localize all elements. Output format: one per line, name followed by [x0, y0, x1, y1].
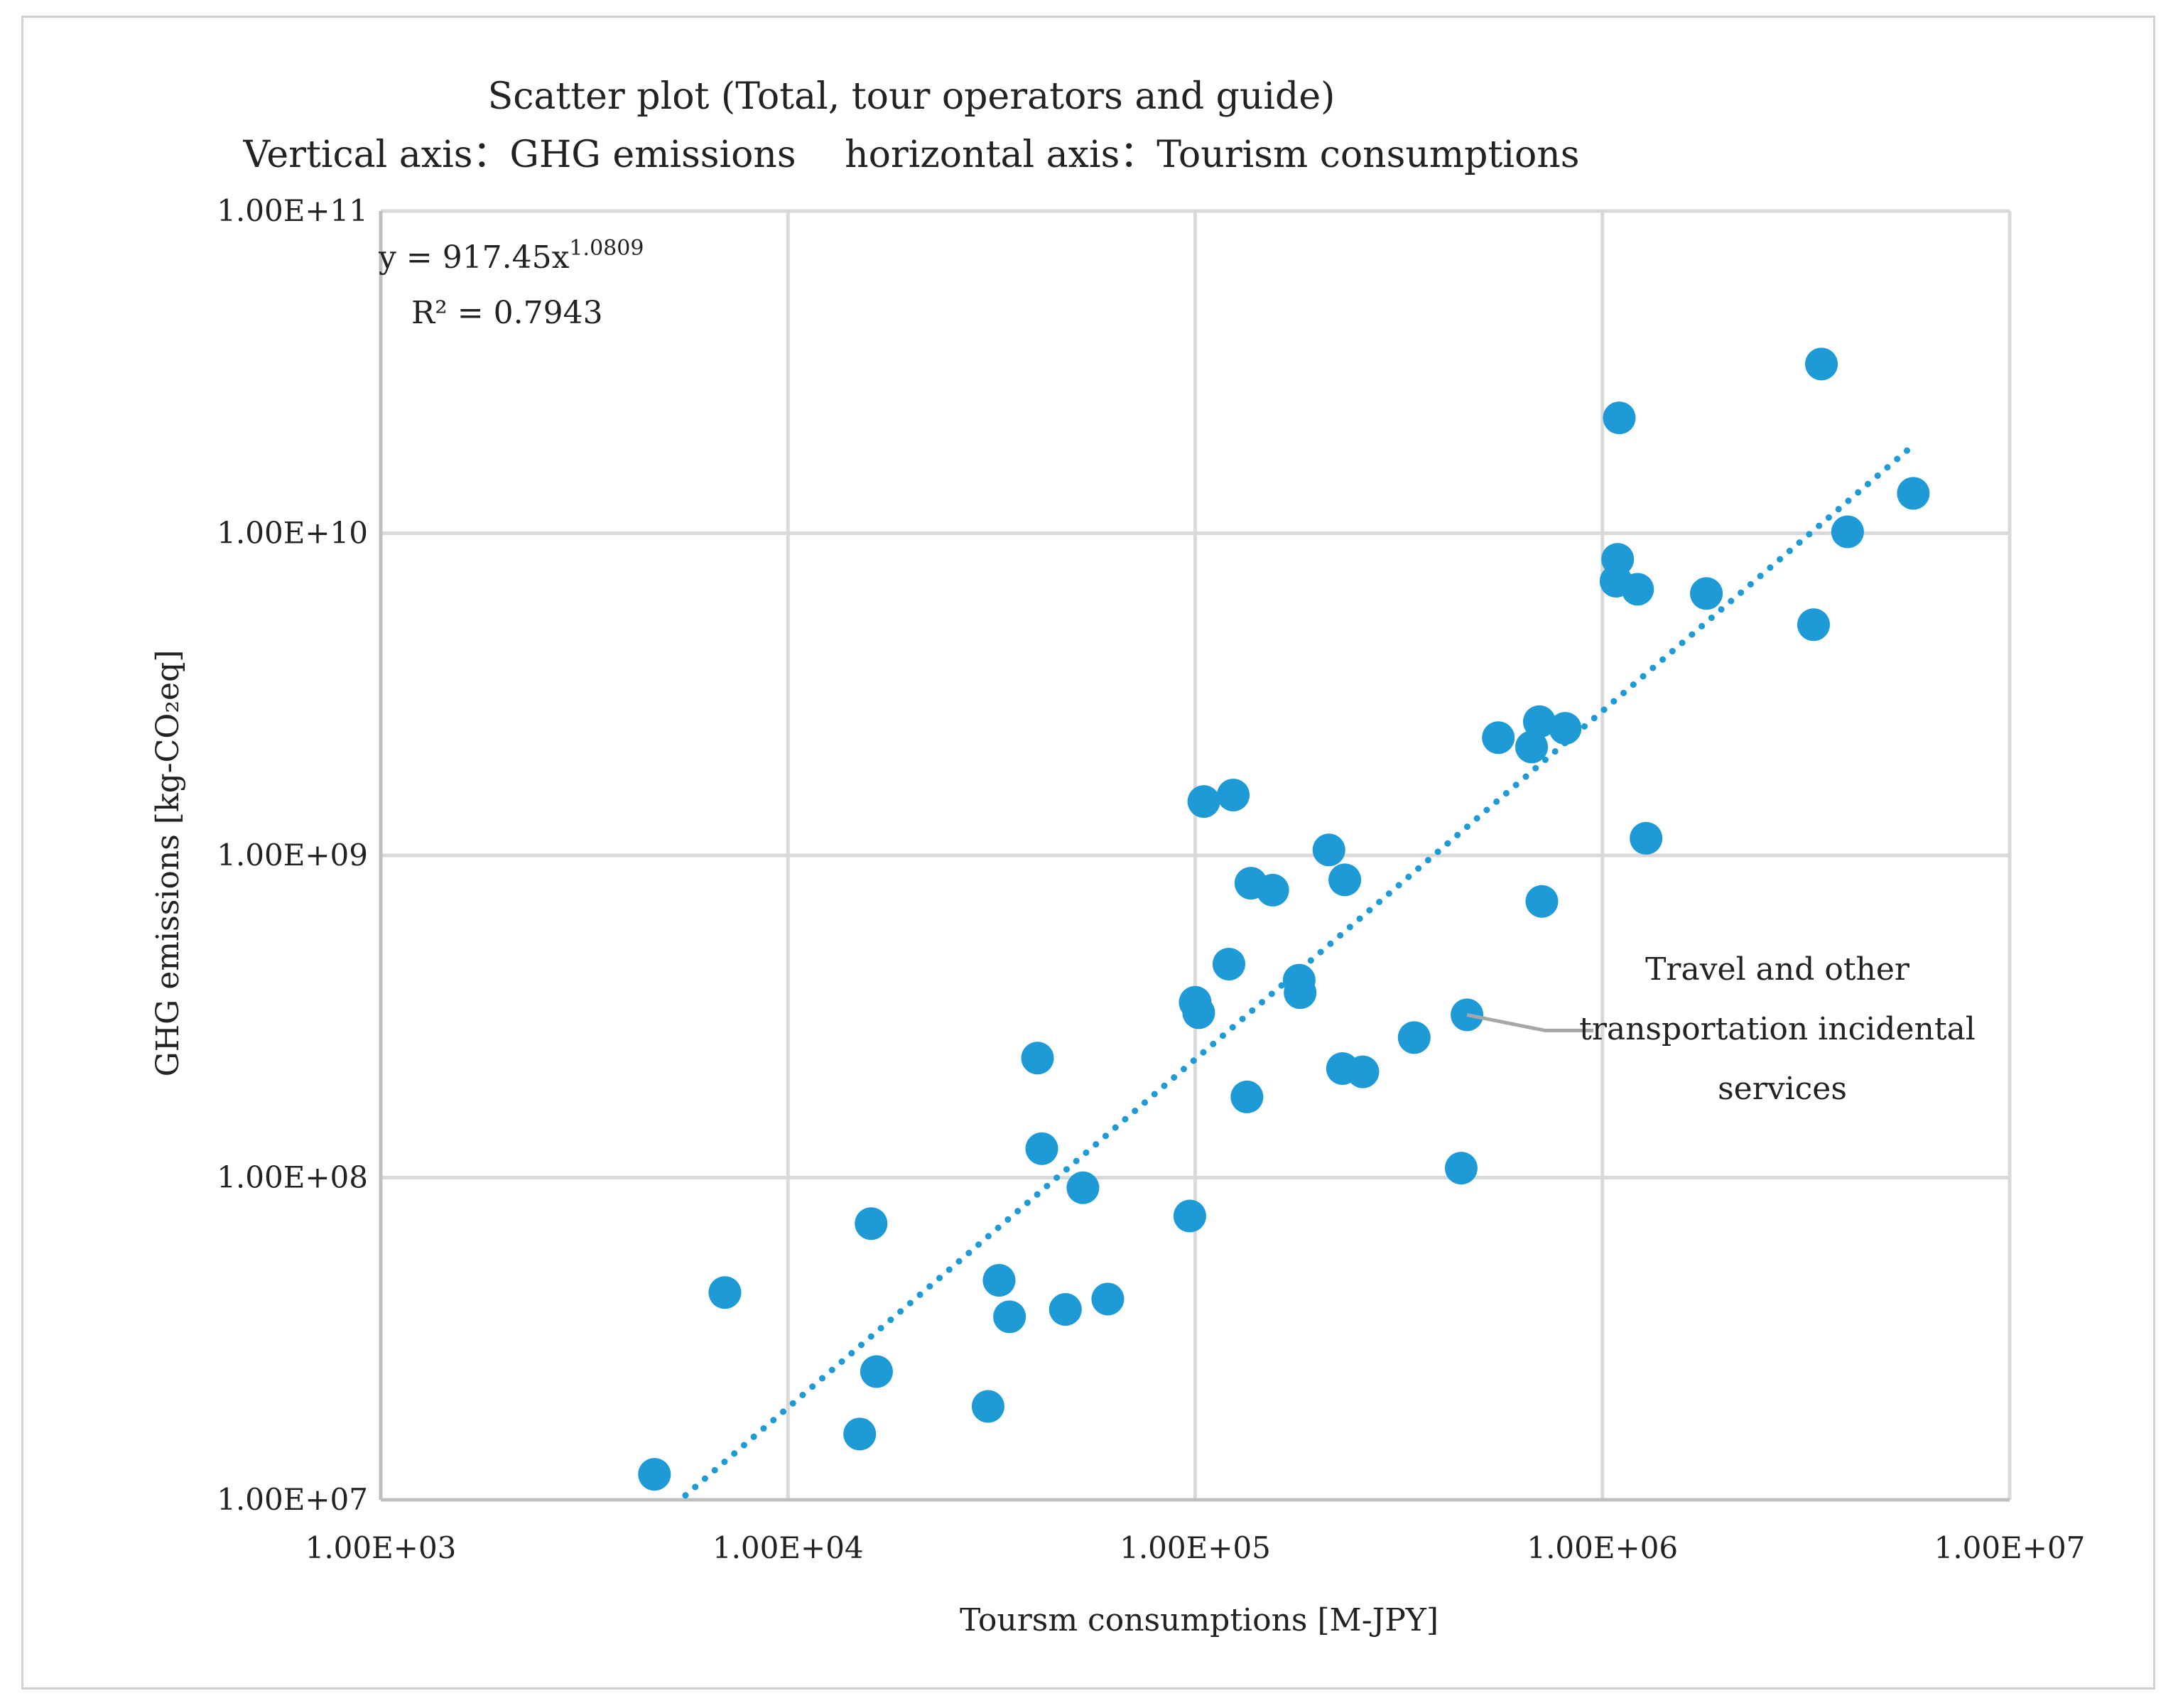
- data-point: [1549, 712, 1582, 745]
- data-point: [855, 1207, 888, 1241]
- data-point: [1328, 863, 1362, 897]
- data-point: [1897, 477, 1930, 510]
- data-point: [1690, 577, 1723, 610]
- data-point: [1021, 1042, 1054, 1075]
- chart-title: Scatter plot (Total, tour operators and …: [488, 75, 1335, 118]
- chart-subtitle: Vertical axis：GHG emissions horizontal a…: [243, 134, 1580, 176]
- data-point: [1212, 947, 1245, 980]
- y-tick-label: 1.00E+09: [217, 838, 368, 872]
- y-tick-label: 1.00E+07: [217, 1482, 368, 1517]
- data-point: [708, 1276, 742, 1309]
- annotation-line-3: services: [1718, 1071, 1847, 1107]
- data-point: [1630, 821, 1663, 855]
- data-point: [1187, 785, 1220, 818]
- trendline-equation: y = 917.45x1.0809: [378, 236, 644, 276]
- x-tick-label: 1.00E+04: [713, 1530, 864, 1565]
- data-point: [1482, 721, 1515, 755]
- chart-svg: 1.00E+03 1.00E+04 1.00E+05 1.00E+06 1.00E+07…: [150, 75, 2085, 1638]
- data-point: [1049, 1292, 1082, 1326]
- annotation-line-2: transportation incidental: [1579, 1011, 1976, 1047]
- data-point: [971, 1390, 1004, 1423]
- data-point: [1182, 996, 1215, 1029]
- data-point: [1091, 1282, 1125, 1316]
- data-point: [860, 1355, 893, 1388]
- data-point: [1346, 1055, 1380, 1088]
- y-axis-label: GHG emissions [kg-CO₂eq]: [150, 650, 186, 1077]
- data-point: [638, 1458, 671, 1491]
- data-point: [1525, 885, 1559, 918]
- data-point: [1284, 976, 1317, 1010]
- annotation-line-1: Travel and other: [1645, 951, 1910, 988]
- y-tick-label: 1.00E+08: [217, 1160, 368, 1195]
- data-point: [1621, 573, 1654, 606]
- data-point: [982, 1264, 1016, 1297]
- data-point: [843, 1417, 877, 1451]
- data-point: [1805, 347, 1838, 381]
- data-point: [1831, 515, 1864, 548]
- x-tick-label: 1.00E+03: [305, 1530, 457, 1565]
- annotation-leader-line: [1466, 1012, 1594, 1032]
- r-squared-label: R² = 0.7943: [411, 295, 603, 331]
- data-point: [1025, 1132, 1058, 1165]
- chart-frame: 1.00E+03 1.00E+04 1.00E+05 1.00E+06 1.00E+07…: [21, 16, 2155, 1690]
- data-point: [1444, 1152, 1478, 1185]
- data-point: [1256, 873, 1289, 907]
- trendline-equation-exponent: 1.0809: [569, 236, 644, 261]
- data-point: [1217, 778, 1250, 811]
- data-point: [1515, 730, 1549, 764]
- trendline-equation-base: y = 917.45x: [378, 239, 570, 276]
- x-tick-label: 1.00E+05: [1120, 1530, 1271, 1565]
- points-layer: [638, 347, 1930, 1491]
- annotation-text: Travel and other transportation incident…: [1579, 951, 1985, 1107]
- data-point: [993, 1300, 1026, 1334]
- data-point: [1797, 608, 1830, 642]
- grid-layer: [379, 209, 2012, 1502]
- data-point: [1522, 705, 1556, 738]
- data-point: [1312, 833, 1345, 867]
- axis-layer: 1.00E+03 1.00E+04 1.00E+05 1.00E+06 1.00E+07…: [217, 193, 2085, 1565]
- data-point: [1173, 1199, 1206, 1233]
- x-tick-label: 1.00E+06: [1527, 1530, 1678, 1565]
- x-tick-label: 1.00E+07: [1934, 1530, 2086, 1565]
- y-tick-label: 1.00E+11: [217, 193, 368, 228]
- y-tick-label: 1.00E+10: [217, 516, 368, 551]
- data-point: [1397, 1021, 1431, 1054]
- data-point: [1066, 1171, 1100, 1204]
- data-point: [1601, 543, 1635, 576]
- data-point: [1603, 401, 1636, 435]
- data-point: [1230, 1080, 1264, 1113]
- x-axis-label: Toursm consumptions [M-JPY]: [960, 1602, 1439, 1638]
